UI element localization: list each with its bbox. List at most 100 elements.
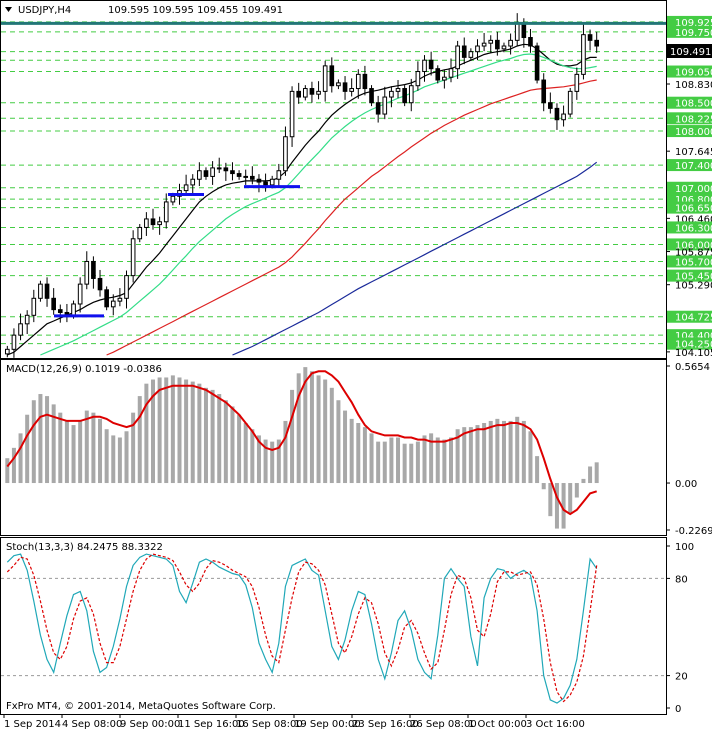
price-tick-label-7: 108.000	[675, 127, 712, 138]
price-tick-label-23: 104.105	[675, 348, 712, 359]
candle-body-5	[38, 283, 43, 299]
candle-body-30	[203, 170, 209, 177]
candle-body-82	[548, 102, 553, 109]
candle-body-12	[84, 260, 90, 285]
macd-bar-82	[548, 483, 553, 517]
watermark: FxPro MT4, © 2001-2014, MetaQuotes Softw…	[6, 701, 276, 712]
ma-line-2	[106, 79, 597, 356]
macd-bar-84	[561, 483, 566, 529]
candle-body-49	[329, 65, 335, 87]
time-tick-label-0: 1 Sep 2014	[4, 719, 61, 730]
candle-body-77	[514, 22, 520, 41]
candle-body-57	[382, 96, 388, 115]
macd-bar-28	[190, 381, 195, 484]
candle-body-47	[316, 90, 321, 95]
candle-body-13	[91, 260, 96, 279]
price-tick-label-4: 108.830	[675, 80, 712, 91]
macd-panel[interactable]	[0, 359, 667, 536]
stoch-tick-label-1: 80	[675, 574, 688, 585]
macd-bar-43	[290, 389, 295, 484]
macd-bar-70	[468, 427, 473, 484]
candle-body-6	[44, 283, 50, 299]
stoch-tick-label-3: 0	[675, 704, 681, 715]
level-tag-10	[667, 181, 712, 194]
candle-body-74	[495, 39, 500, 50]
macd-bar-30	[203, 387, 208, 484]
candle-body-20	[137, 226, 143, 240]
candle-body-51	[342, 82, 348, 92]
time-tick-label-4: 16 Sep 08:00	[236, 719, 303, 730]
price-tick-label-8: 107.645	[675, 147, 712, 158]
macd-bar-24	[164, 377, 169, 484]
macd-bar-5	[38, 394, 43, 484]
macd-bar-73	[488, 420, 493, 484]
stoch-title: Stoch(13,3,3) 84.2475 88.3322	[6, 542, 163, 553]
macd-bar-32	[217, 394, 222, 484]
macd-bar-61	[409, 443, 414, 484]
macd-bar-64	[429, 433, 434, 484]
macd-bar-36	[243, 423, 248, 484]
candle-body-65	[435, 68, 441, 81]
price-panel[interactable]	[0, 0, 667, 359]
support-lines[interactable]	[54, 185, 300, 318]
level-tag-22	[667, 337, 712, 350]
price-tick-label-0: 109.925	[675, 18, 712, 29]
candle-body-24	[163, 201, 169, 223]
candle-body-50	[336, 82, 341, 87]
price-tick-label-18: 105.450	[675, 272, 712, 283]
candle-body-3	[24, 314, 30, 325]
level-tag-18	[667, 269, 712, 282]
macd-bar-27	[184, 379, 189, 484]
candle-body-33	[223, 167, 229, 172]
price-tick-label-19: 105.290	[675, 281, 712, 292]
candle-body-36	[243, 175, 249, 178]
macd-bar-58	[389, 437, 394, 484]
macd-bar-71	[475, 425, 480, 484]
candle-body-78	[521, 22, 527, 39]
macd-bar-18	[124, 431, 129, 484]
stoch-tick-label-0: 100	[675, 542, 694, 553]
macd-bar-42	[283, 420, 288, 484]
candle-body-19	[130, 238, 136, 277]
candle-body-39	[263, 181, 268, 186]
candle-body-56	[375, 102, 381, 115]
macd-tick-label-2: -0.2269	[675, 526, 712, 537]
macd-bar-39	[263, 439, 268, 484]
macd-bar-83	[554, 483, 559, 529]
candle-body-7	[51, 297, 56, 311]
candle-body-23	[157, 221, 162, 226]
candle-body-89	[594, 39, 600, 47]
candle-body-85	[567, 90, 573, 115]
macd-bar-81	[541, 483, 546, 490]
price-tick-label-13: 106.460	[675, 214, 712, 225]
stoch-panel[interactable]	[0, 537, 667, 715]
time-tick-label-7: 26 Sep 08:00	[410, 719, 477, 730]
candle-body-46	[309, 88, 315, 95]
stoch-levels	[1, 577, 666, 677]
horizontal-level-lines	[1, 21, 666, 345]
price-axis: 109.925109.750109.400109.050108.830108.5…	[666, 15, 712, 359]
price-tick-label-21: 104.400	[675, 331, 712, 342]
macd-bar-41	[276, 439, 281, 484]
macd-bar-56	[376, 441, 381, 484]
macd-bar-34	[230, 406, 235, 484]
candle-body-40	[269, 178, 275, 186]
candle-body-73	[488, 39, 494, 44]
level-tag-1	[667, 25, 712, 38]
time-tick-label-9: 3 Oct 16:00	[526, 719, 585, 730]
macd-bar-4	[31, 400, 36, 484]
candle-body-53	[355, 73, 361, 90]
candle-body-72	[481, 42, 487, 47]
candle-body-48	[322, 65, 328, 92]
macd-bar-60	[402, 443, 407, 484]
candle-body-58	[389, 90, 394, 98]
stoch-line-1	[6, 553, 598, 703]
candle-body-81	[541, 79, 547, 104]
macd-bar-80	[535, 456, 540, 484]
candle-body-63	[422, 59, 427, 73]
price-tick-label-17: 105.700	[675, 257, 712, 268]
level-tag-7	[667, 125, 712, 138]
candle-body-87	[581, 34, 586, 75]
candle-body-0	[4, 348, 10, 355]
